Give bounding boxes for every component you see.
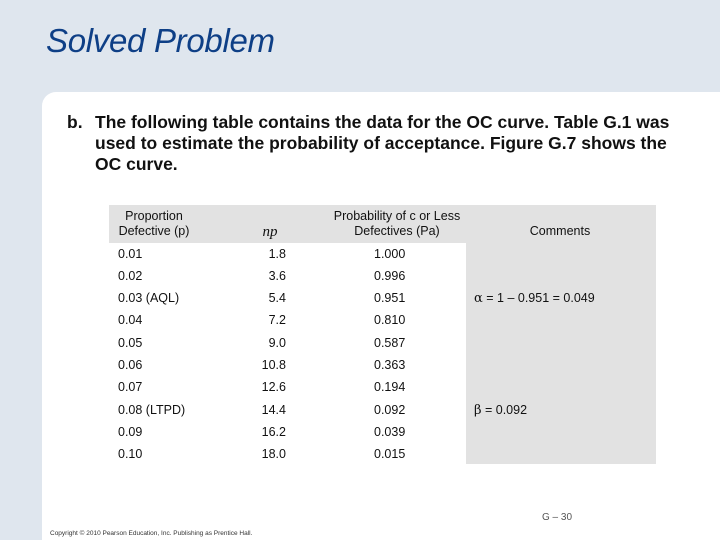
cell-probability: 0.363 [374,358,406,372]
cell-probability: 0.587 [374,336,406,350]
beta-comment: β = 0.092 [474,403,527,418]
cell-np: 18.0 [261,447,286,461]
slide-title: Solved Problem [46,22,275,59]
cell-proportion: 0.03 (AQL) [118,291,180,305]
cell-probability: 1.000 [374,247,406,261]
cell-np: 16.2 [261,425,286,439]
cell-np: 9.0 [268,336,286,350]
alpha-comment-text: = 1 – 0.951 = 0.049 [482,291,595,305]
beta-comment-text: = 0.092 [481,403,528,417]
alpha-comment: α = 1 – 0.951 = 0.049 [474,291,595,306]
cell-np: 14.4 [261,403,286,417]
intro-text: The following table contains the data fo… [95,112,670,174]
cell-probability: 0.015 [374,447,406,461]
cell-probability: 0.092 [374,403,406,417]
intro-label: b. [67,112,83,132]
cell-proportion: 0.09 [118,425,143,439]
cell-proportion: 0.07 [118,380,143,394]
cell-proportion: 0.10 [118,447,143,461]
alpha-symbol: α [474,291,483,306]
header-probability: Probability of c or Less Defectives (Pa) [333,209,461,238]
intro-paragraph: b. The following table contains the data… [67,112,687,175]
cell-proportion: 0.08 (LTPD) [118,403,186,417]
cell-np: 1.8 [268,247,286,261]
cell-probability: 0.194 [374,380,406,394]
copyright-notice: Copyright © 2010 Pearson Education, Inc.… [50,530,253,537]
cell-probability: 0.951 [374,291,406,305]
cell-np: 10.8 [261,358,286,372]
cell-proportion: 0.01 [118,247,143,261]
cell-probability: 0.810 [374,313,406,327]
page-number: G – 30 [542,512,573,523]
cell-proportion: 0.02 [118,269,143,283]
cell-np: 5.4 [268,291,286,305]
beta-symbol: β [474,403,482,418]
header-comments: Comments [529,224,591,238]
cell-proportion: 0.05 [118,336,143,350]
cell-np: 7.2 [268,313,286,327]
cell-probability: 0.039 [374,425,406,439]
cell-probability: 0.996 [374,269,406,283]
header-np: np [262,224,278,240]
cell-np: 12.6 [261,380,286,394]
header-proportion-defective: Proportion Defective (p) [118,209,190,238]
cell-np: 3.6 [268,269,286,283]
cell-proportion: 0.06 [118,358,143,372]
table-body-background [109,243,466,464]
cell-proportion: 0.04 [118,313,143,327]
